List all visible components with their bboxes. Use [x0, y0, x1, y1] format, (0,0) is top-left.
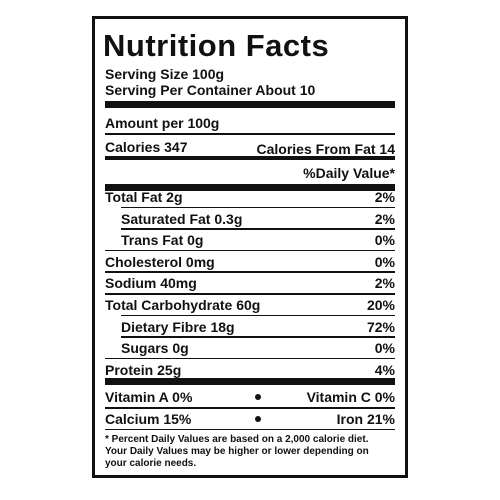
divider	[105, 271, 395, 273]
calories: Calories 347	[105, 139, 188, 155]
divider	[121, 314, 395, 317]
title: Nutrition Facts	[103, 28, 330, 63]
nutrient-name: Total Fat 2g	[105, 189, 183, 205]
divider	[105, 357, 395, 360]
divider	[105, 133, 395, 135]
divider	[105, 156, 395, 160]
divider	[121, 336, 395, 338]
vitamin: Vitamin C 0%	[306, 389, 395, 406]
serving-size: Serving Size 100g	[105, 66, 225, 82]
nutrient-name: Sodium 40mg	[105, 275, 197, 292]
daily-value: 20%	[366, 297, 395, 313]
vitamin: Vitamin A 0%	[105, 389, 193, 406]
daily-value: 0%	[374, 253, 395, 270]
calories-from-fat: Calories From Fat 14	[256, 141, 396, 157]
divider	[121, 228, 395, 230]
nutrient-name: Total Carbohydrate 60g	[105, 297, 261, 313]
nutrient-name: Dietary Fibre 18g	[121, 318, 235, 335]
nutrition-label: Nutrition Facts Serving Size 100g Serving …	[92, 16, 408, 478]
footnote: Your Daily Values may be higher or lower…	[105, 445, 369, 457]
daily-value: 2%	[374, 189, 395, 205]
divider	[105, 101, 395, 108]
servings: Serving Per Container About 10	[105, 82, 316, 98]
divider	[105, 407, 395, 409]
bullet	[255, 394, 261, 401]
nutrient-name: Cholesterol 0mg	[105, 253, 215, 270]
divider	[105, 249, 395, 252]
nutrient-name: Sugars 0g	[121, 340, 189, 357]
daily-value: 4%	[374, 361, 395, 378]
divider	[105, 184, 395, 191]
bullet	[255, 416, 261, 422]
daily-value: 72%	[366, 318, 395, 335]
vitamin: Calcium 15%	[105, 411, 192, 427]
vitamin: Iron 21%	[336, 411, 395, 427]
divider	[105, 293, 395, 295]
divider	[105, 378, 395, 386]
daily-value-header: %Daily Value*	[303, 165, 395, 181]
footnote: your calorie needs.	[105, 457, 197, 469]
nutrient-name: Trans Fat 0g	[121, 232, 204, 249]
divider	[121, 206, 395, 209]
nutrient-name: Protein 25g	[105, 361, 182, 378]
daily-value: 2%	[374, 275, 395, 292]
nutrient-name: Saturated Fat 0.3g	[121, 210, 243, 227]
daily-value: 0%	[374, 340, 395, 357]
daily-value: 2%	[374, 210, 395, 227]
footnote: * Percent Daily Values are based on a 2,…	[105, 433, 369, 445]
daily-value: 0%	[374, 232, 395, 249]
amount-per: Amount per 100g	[105, 115, 220, 131]
divider	[105, 428, 395, 431]
